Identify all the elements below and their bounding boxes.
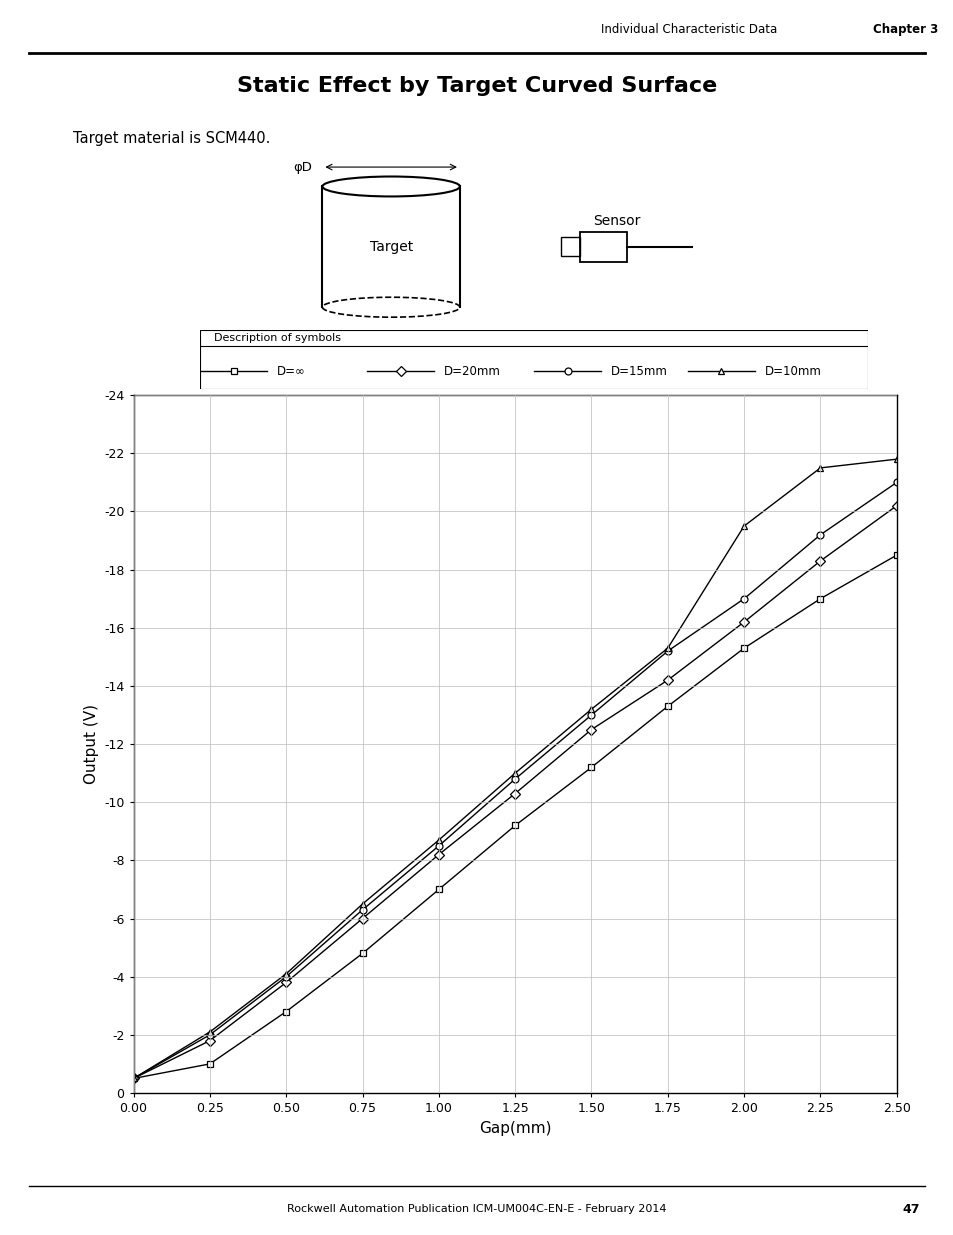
Text: φD: φD bbox=[293, 161, 312, 174]
Text: D=10mm: D=10mm bbox=[764, 364, 821, 378]
Text: Description of symbols: Description of symbols bbox=[213, 333, 340, 343]
Text: D=20mm: D=20mm bbox=[444, 364, 500, 378]
Text: Chapter 3: Chapter 3 bbox=[872, 23, 937, 36]
Text: Individual Characteristic Data: Individual Characteristic Data bbox=[600, 23, 777, 36]
Text: Target: Target bbox=[369, 240, 413, 254]
Text: D=∞: D=∞ bbox=[276, 364, 306, 378]
Text: Sensor: Sensor bbox=[593, 214, 639, 227]
Text: Target material is SCM440.: Target material is SCM440. bbox=[73, 131, 271, 147]
Text: Static Effect by Target Curved Surface: Static Effect by Target Curved Surface bbox=[236, 77, 717, 96]
Text: D=15mm: D=15mm bbox=[611, 364, 667, 378]
Bar bbox=[579, 232, 627, 262]
Text: Rockwell Automation Publication ICM-UM004C-EN-E - February 2014: Rockwell Automation Publication ICM-UM00… bbox=[287, 1204, 666, 1214]
X-axis label: Gap(mm): Gap(mm) bbox=[478, 1120, 551, 1135]
Text: 47: 47 bbox=[902, 1203, 919, 1215]
Y-axis label: Output (V): Output (V) bbox=[84, 704, 98, 784]
Bar bbox=[560, 237, 579, 257]
